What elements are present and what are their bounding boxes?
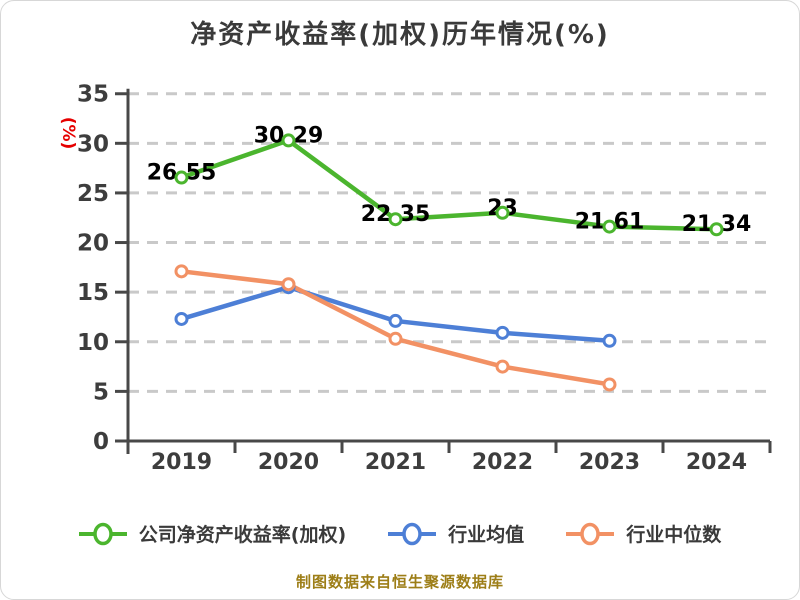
- y-tick-label: 10: [77, 330, 109, 356]
- series-2-marker: [174, 264, 189, 279]
- x-tick-label: 2021: [365, 450, 426, 475]
- x-tick-label: 2023: [579, 450, 640, 475]
- source-note: 制图数据来自恒生聚源数据库: [295, 573, 504, 591]
- legend-item-industry-median[interactable]: 行业中位数: [566, 520, 721, 547]
- x-tick-label: 2024: [686, 450, 747, 475]
- series-0-marker: [281, 133, 296, 148]
- series-1-marker: [602, 333, 617, 348]
- y-tick-label: 30: [77, 131, 109, 157]
- y-tick-label: 25: [77, 181, 109, 207]
- y-tick-label: 20: [77, 231, 109, 257]
- series-1-marker: [495, 325, 510, 340]
- legend-item-company-roe[interactable]: 公司净资产收益率(加权): [78, 520, 347, 547]
- y-tick-label: 15: [77, 280, 109, 306]
- y-tick-label: 35: [77, 82, 109, 108]
- y-tick-label: 0: [93, 429, 109, 455]
- series-2-marker: [602, 377, 617, 392]
- company-roe-legend-marker-icon: [78, 522, 127, 545]
- series-line-0: [179, 138, 719, 232]
- legend-item-industry-mean[interactable]: 行业均值: [388, 520, 524, 547]
- x-tick-label: 2022: [472, 450, 533, 475]
- x-tick-label: 2019: [151, 450, 212, 475]
- legend-label-company-roe: 公司净资产收益率(加权): [138, 524, 347, 546]
- y-tick-label: 5: [93, 379, 109, 405]
- series-0-marker: [388, 212, 403, 227]
- series-2-marker: [388, 331, 403, 346]
- industry-mean-legend-marker-icon: [388, 522, 437, 545]
- series-2-marker: [495, 359, 510, 374]
- industry-median-legend-marker-icon: [566, 522, 615, 545]
- series-2-marker: [281, 277, 296, 292]
- legend-label-industry-mean: 行业均值: [448, 524, 525, 546]
- legend-label-industry-median: 行业中位数: [626, 524, 722, 546]
- series-0-marker: [709, 222, 724, 237]
- series-0-marker: [602, 219, 617, 234]
- x-tick-label: 2020: [258, 450, 319, 475]
- chart-title: 净资产收益率(加权)历年情况(%): [190, 20, 610, 50]
- series-0-marker: [495, 205, 510, 220]
- series-1-marker: [388, 313, 403, 328]
- chart-legend: 公司净资产收益率(加权) 行业均值 行业中位数: [1, 520, 799, 547]
- series-0-marker: [174, 170, 189, 185]
- series-1-marker: [174, 311, 189, 326]
